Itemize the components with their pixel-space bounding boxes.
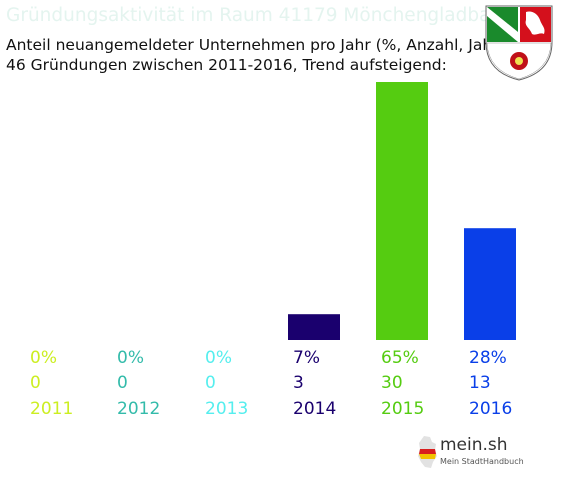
count-label-2012: 0: [117, 373, 128, 393]
percent-label-2011: 0%: [30, 348, 57, 368]
year-label-2012: 2012: [117, 399, 160, 419]
year-label-2014: 2014: [293, 399, 336, 419]
chart-subtitle-line-1: Anteil neuangemeldeter Unternehmen pro J…: [6, 36, 505, 54]
percent-label-2012: 0%: [117, 348, 144, 368]
chart-subtitle-line-2: 46 Gründungen zwischen 2011-2016, Trend …: [6, 56, 447, 74]
bar-2014: [288, 314, 340, 340]
chart-title: Gründungsaktivität im Raum 41179 Mönchen…: [6, 5, 486, 26]
bar-2015: [376, 82, 428, 340]
percent-label-2013: 0%: [205, 348, 232, 368]
logo-text: mein.sh: [440, 435, 508, 455]
count-label-2014: 3: [293, 373, 304, 393]
bar-2016: [464, 228, 516, 340]
nrw-coat-of-arms-icon: [485, 5, 553, 81]
percent-label-2015: 65%: [381, 348, 419, 368]
percent-label-2016: 28%: [469, 348, 507, 368]
year-label-2015: 2015: [381, 399, 424, 419]
year-label-2013: 2013: [205, 399, 248, 419]
percent-label-2014: 7%: [293, 348, 320, 368]
count-label-2016: 13: [469, 373, 491, 393]
logo-subtext: Mein StadtHandbuch: [440, 457, 524, 466]
mein-sh-logo: mein.sh Mein StadtHandbuch: [416, 432, 526, 472]
count-label-2013: 0: [205, 373, 216, 393]
count-label-2015: 30: [381, 373, 403, 393]
year-label-2016: 2016: [469, 399, 512, 419]
count-label-2011: 0: [30, 373, 41, 393]
germany-map-icon: [418, 436, 437, 468]
year-label-2011: 2011: [30, 399, 73, 419]
